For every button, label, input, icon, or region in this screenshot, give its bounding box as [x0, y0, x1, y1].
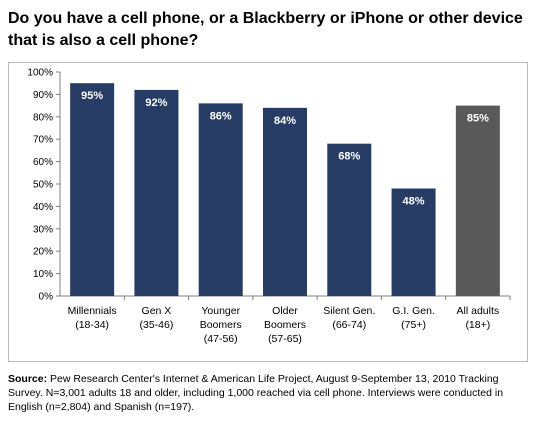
bar — [327, 143, 372, 296]
data-label: 92% — [145, 97, 167, 109]
y-tick-label: 100% — [27, 68, 53, 79]
y-tick-label: 0% — [39, 292, 54, 303]
category-label-line: (66-74) — [332, 319, 366, 331]
category-label: Millennials (18-34) — [68, 305, 117, 331]
data-label: 84% — [274, 115, 296, 127]
category-label: Gen X (35-46) — [139, 305, 173, 331]
y-tick-label: 40% — [33, 202, 53, 213]
bar — [70, 83, 115, 296]
source-note: Source: Pew Research Center's Internet &… — [8, 372, 532, 414]
category-label-line: All adults — [457, 305, 500, 317]
data-label: 85% — [467, 113, 489, 125]
bar — [134, 89, 179, 296]
category-label: Younger Boomers (47-56) — [200, 305, 242, 345]
category-label-line: Gen X — [142, 305, 172, 317]
category-label-line: G.I. Gen. — [392, 305, 435, 317]
category-label-line: (35-46) — [139, 319, 173, 331]
category-label-line: Silent Gen. — [323, 305, 375, 317]
category-label: Older Boomers (57-65) — [264, 305, 306, 345]
y-tick-label: 60% — [33, 157, 53, 168]
category-label-line: Millennials — [68, 305, 117, 317]
category-label-line: Younger — [201, 305, 240, 317]
data-label: 68% — [338, 151, 360, 163]
category-label-line: (18+) — [465, 319, 490, 331]
bar — [263, 107, 307, 296]
chart-frame — [8, 62, 528, 362]
category-label-line: (47-56) — [204, 333, 238, 345]
category-label: G.I. Gen. (75+) — [392, 305, 435, 331]
data-label: 86% — [210, 110, 232, 122]
data-label: 48% — [403, 195, 425, 207]
y-tick-label: 20% — [33, 247, 53, 258]
source-label: Source: — [8, 373, 48, 385]
bar-chart: 0% 10% 20% 30% 40% 50% 60% 70% 80% 90% 100% 95% Mill… — [27, 68, 511, 345]
category-label-line: (18-34) — [75, 319, 109, 331]
y-tick-label: 50% — [33, 180, 53, 191]
category-label: All adults (18+) — [457, 305, 500, 331]
y-tick-label: 10% — [33, 269, 53, 280]
bar — [391, 188, 436, 296]
category-label-line: Boomers — [264, 319, 306, 331]
category-label-line: (75+) — [401, 319, 426, 331]
y-tick-label: 70% — [33, 135, 53, 146]
bar — [198, 103, 243, 296]
y-tick-label: 80% — [33, 112, 53, 123]
bar — [455, 105, 500, 296]
category-label: Silent Gen. (66-74) — [323, 305, 375, 331]
category-label-line: Boomers — [200, 319, 242, 331]
category-label-line: (57-65) — [268, 333, 302, 345]
data-label: 95% — [81, 90, 103, 102]
source-text: Pew Research Center's Internet & America… — [8, 373, 504, 413]
y-tick-label: 30% — [33, 224, 53, 235]
y-tick-label: 90% — [33, 90, 53, 101]
category-label-line: Older — [272, 305, 298, 317]
chart-title: Do you have a cell phone, or a Blackberr… — [8, 10, 523, 49]
